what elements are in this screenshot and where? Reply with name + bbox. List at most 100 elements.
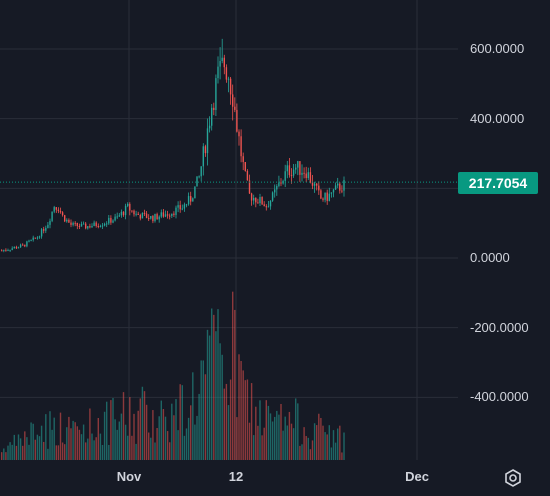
candle-body [49,220,51,225]
volume-bar [274,416,276,460]
volume-bar [43,441,45,460]
y-tick-label: -200.0000 [470,320,529,335]
volume-bar [217,309,219,460]
candle-body [227,78,230,80]
candle-body [246,170,249,181]
volume-bar [57,445,60,460]
volume-bar [36,434,39,460]
volume-bar [318,413,320,460]
volume-bar [334,442,337,460]
volume-bar [242,370,244,460]
candle-body [118,215,120,217]
volume-bar [343,432,345,460]
candle-body [150,215,152,219]
volume-bar [297,403,299,460]
volume-bar [175,399,177,460]
volume-bar [301,444,303,460]
candle-body [108,217,110,224]
volume-bar [19,438,22,460]
candle-body [127,203,129,206]
volume-bar [339,425,341,460]
volume-bar [238,354,240,460]
volume-bar [196,415,198,460]
volume-bar [185,428,188,460]
volume-bar [154,442,156,460]
volume-bar [236,417,238,460]
candle-body [38,236,41,238]
volume-bar [143,391,146,460]
volume-bar [183,435,186,460]
candle-body [261,196,263,205]
candle-body [169,215,171,217]
candle-body [124,205,127,216]
volume-bar [320,417,322,460]
volume-bar [80,434,83,460]
candle-body [17,247,20,249]
volume-bar [173,415,175,460]
candle-body [74,222,76,224]
candle-body [198,176,200,178]
volume-bar [66,427,68,460]
settings-gear-icon[interactable] [502,467,524,489]
volume-bar [164,416,167,460]
candle-body [326,192,328,201]
volume-bar [89,408,91,460]
volume-bar [127,435,129,460]
candle-body [250,193,253,201]
candle-body [280,182,282,184]
candle-body [135,213,137,215]
candle-body [162,212,165,217]
volume-bar [145,404,148,460]
candle-body [106,223,108,225]
candle-body [22,244,24,246]
candle-body [288,165,291,176]
candle-body [9,249,11,251]
candle-body [274,189,276,193]
candle-body [290,175,293,177]
candle-body [19,244,22,248]
volume-bar [116,429,118,460]
candle-body [87,226,89,229]
candle-body [236,109,238,132]
volume-bar [11,444,13,460]
volume-bar [133,413,135,460]
candle-body [30,239,32,241]
candle-body [244,162,246,171]
candle-body [240,136,242,157]
volume-bar [194,424,196,460]
volume-bar [280,403,282,460]
candle-body [179,205,181,210]
volume-bar [255,406,257,460]
grid-lines [0,0,458,460]
volume-bar [181,385,183,460]
volume-bar [141,386,144,460]
candle-body [141,212,144,219]
candle-body [234,106,236,110]
candle-body [131,210,133,212]
candle-body [190,196,192,202]
candle-body [85,223,87,229]
volume-bar [261,435,263,460]
candle-body [313,183,316,186]
candle-body [192,198,194,202]
x-tick-label: Dec [405,469,429,484]
candle-body [225,67,228,80]
volume-bar [232,291,234,460]
volume-bar [198,393,200,460]
volume-bar [206,329,209,460]
volume-bar [269,413,272,460]
candle-body [238,131,240,137]
volume-bar [309,449,312,460]
volume-bar [192,372,194,460]
volume-bar [276,410,278,460]
volume-bar [156,428,158,460]
candle-body [76,222,78,227]
volume-bar [307,437,309,460]
volume-bar [299,445,301,460]
volume-bar [1,452,3,460]
candle-body [166,214,169,216]
volume-bar [64,444,66,460]
volume-bar [190,405,192,460]
